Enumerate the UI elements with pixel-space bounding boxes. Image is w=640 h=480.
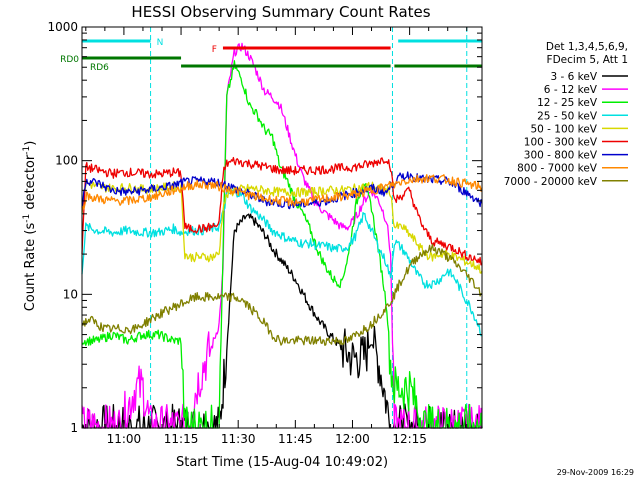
y-tick-label: 1 [70, 421, 78, 435]
y-tick-label: 10 [63, 287, 78, 301]
legend-label-8: 7000 - 20000 keV [504, 176, 598, 188]
series-line-2 [81, 60, 483, 429]
x-tick-label: 11:45 [278, 432, 313, 446]
legend-label-7: 800 - 7000 keV [517, 163, 598, 175]
y-axis-label-end: ) [23, 141, 38, 146]
series-line-5 [81, 156, 483, 266]
x-tick-label: 11:30 [221, 432, 256, 446]
x-tick-label: 11:00 [107, 432, 142, 446]
x-tick-label: 11:15 [164, 432, 199, 446]
legend: Det 1,3,4,5,6,9,FDecim 5, Att 1 3 - 6 keV… [504, 41, 628, 188]
legend-label-2: 12 - 25 keV [537, 97, 598, 109]
series-layer [81, 42, 483, 429]
svg-text:Count Rate (s-1 detector-1): Count Rate (s-1 detector-1) [22, 141, 38, 312]
series-line-7 [81, 174, 483, 213]
legend-label-1: 6 - 12 keV [544, 84, 598, 96]
flag-label-rd0: RD0 [60, 55, 79, 65]
flag-label-n: N [157, 38, 164, 48]
legend-label-5: 100 - 300 keV [524, 137, 598, 149]
x-tick-label: 12:00 [335, 432, 370, 446]
x-tick-label: 12:15 [392, 432, 427, 446]
flag-label-rd6: RD6 [90, 63, 109, 73]
chart-title: HESSI Observing Summary Count Rates [131, 3, 430, 21]
y-axis-label-sup2: -1 [22, 146, 32, 155]
y-tick-label: 1000 [47, 20, 78, 34]
y-axis-label-main: Count Rate (s [23, 223, 38, 312]
x-axis-label: Start Time (15-Aug-04 10:49:02) [176, 455, 388, 470]
footer-date: 29-Nov-2009 16:29 [557, 468, 634, 477]
series-line-3 [81, 187, 483, 337]
y-axis-label: Count Rate (s-1 detector-1) [22, 141, 38, 312]
plot-frame [81, 26, 483, 429]
y-axis-label-sup1: -1 [22, 214, 32, 223]
legend-header-1: FDecim 5, Att 1 [547, 54, 628, 66]
series-line-8 [81, 243, 483, 346]
legend-header-0: Det 1,3,4,5,6,9, [546, 41, 628, 53]
axes: 11:00 11:15 11:30 11:45 12:00 12:15 1 10 100 1000 [47, 20, 483, 446]
y-axis-label-mid: detector [23, 154, 38, 214]
flag-bars: N F RD0 RD6 [60, 38, 482, 73]
legend-label-6: 300 - 800 keV [524, 150, 598, 162]
legend-label-3: 25 - 50 keV [537, 110, 598, 122]
legend-label-0: 3 - 6 keV [550, 71, 597, 83]
legend-label-4: 50 - 100 keV [530, 123, 597, 135]
y-tick-label: 100 [55, 154, 78, 168]
flag-label-f: F [212, 45, 217, 55]
